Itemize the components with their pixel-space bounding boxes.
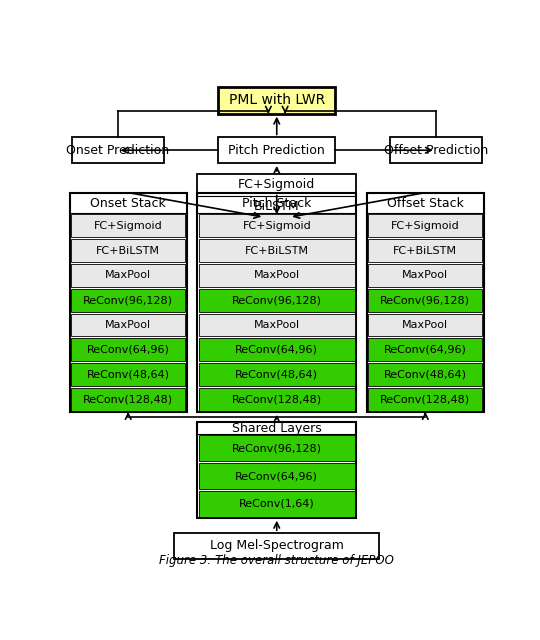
Bar (197, 422, 356, 518)
Text: PML with LWR: PML with LWR (228, 93, 325, 108)
Text: MaxPool: MaxPool (254, 320, 300, 330)
Bar (71, 214, 185, 237)
Text: ReConv(64,96): ReConv(64,96) (87, 345, 170, 355)
Text: ReConv(64,96): ReConv(64,96) (384, 345, 467, 355)
Bar (199, 364, 355, 386)
Bar (199, 314, 355, 337)
Text: Offset Prediction: Offset Prediction (383, 144, 488, 157)
Text: Onset Stack: Onset Stack (90, 196, 166, 209)
Bar (197, 174, 356, 217)
Bar (199, 239, 355, 262)
Text: FC+Sigmoid: FC+Sigmoid (242, 221, 311, 231)
Bar (199, 264, 355, 287)
Bar (174, 533, 379, 559)
Text: MaxPool: MaxPool (254, 271, 300, 280)
Bar (199, 339, 355, 362)
Text: Offset Stack: Offset Stack (387, 196, 464, 209)
Text: ReConv(128,48): ReConv(128,48) (83, 394, 173, 404)
Text: ReConv(96,128): ReConv(96,128) (380, 295, 470, 305)
Bar (218, 138, 335, 163)
Bar (197, 193, 356, 412)
Text: Shared Layers: Shared Layers (232, 422, 322, 435)
Bar (199, 463, 355, 489)
Text: MaxPool: MaxPool (402, 320, 448, 330)
Text: ReConv(64,96): ReConv(64,96) (235, 345, 318, 355)
Bar (368, 364, 482, 386)
Text: ReConv(48,64): ReConv(48,64) (384, 370, 467, 380)
Bar (367, 193, 484, 412)
Bar (71, 289, 185, 312)
Bar (368, 289, 482, 312)
Bar (199, 214, 355, 237)
Text: Onset Prediction: Onset Prediction (66, 144, 169, 157)
Text: MaxPool: MaxPool (105, 320, 151, 330)
Bar (199, 388, 355, 411)
Bar (368, 239, 482, 262)
Text: FC+Sigmoid: FC+Sigmoid (238, 178, 315, 191)
Bar (71, 364, 185, 386)
Bar (72, 138, 164, 163)
Text: Pitch Stack: Pitch Stack (242, 196, 312, 209)
Text: ReConv(64,96): ReConv(64,96) (235, 471, 318, 481)
Text: FC+BiLSTM: FC+BiLSTM (245, 246, 309, 255)
Bar (71, 388, 185, 411)
Bar (199, 435, 355, 461)
Text: FC+BiLSTM: FC+BiLSTM (393, 246, 457, 255)
Bar (368, 388, 482, 411)
Bar (390, 138, 482, 163)
Text: ReConv(96,128): ReConv(96,128) (232, 443, 322, 453)
Text: ReConv(1,64): ReConv(1,64) (239, 499, 315, 509)
Bar (199, 289, 355, 312)
Text: Figure 3: The overall structure of JEPOO: Figure 3: The overall structure of JEPOO (159, 554, 394, 567)
Text: MaxPool: MaxPool (105, 271, 151, 280)
Text: Pitch Prediction: Pitch Prediction (228, 144, 325, 157)
Bar (70, 193, 187, 412)
Bar (71, 264, 185, 287)
Text: ReConv(48,64): ReConv(48,64) (235, 370, 318, 380)
Text: BiLSTM: BiLSTM (254, 200, 300, 213)
Text: MaxPool: MaxPool (402, 271, 448, 280)
Text: ReConv(96,128): ReConv(96,128) (83, 295, 173, 305)
Text: FC+Sigmoid: FC+Sigmoid (94, 221, 163, 231)
Text: ReConv(128,48): ReConv(128,48) (232, 394, 322, 404)
Bar (368, 214, 482, 237)
Bar (199, 491, 355, 517)
Bar (71, 339, 185, 362)
Text: ReConv(96,128): ReConv(96,128) (232, 295, 322, 305)
Bar (218, 86, 335, 114)
Bar (368, 264, 482, 287)
Text: FC+BiLSTM: FC+BiLSTM (96, 246, 160, 255)
Bar (368, 314, 482, 337)
Bar (71, 239, 185, 262)
Bar (71, 314, 185, 337)
Text: FC+Sigmoid: FC+Sigmoid (391, 221, 460, 231)
Text: ReConv(48,64): ReConv(48,64) (87, 370, 170, 380)
Bar (368, 339, 482, 362)
Text: Log Mel-Spectrogram: Log Mel-Spectrogram (210, 540, 343, 552)
Text: ReConv(128,48): ReConv(128,48) (380, 394, 470, 404)
